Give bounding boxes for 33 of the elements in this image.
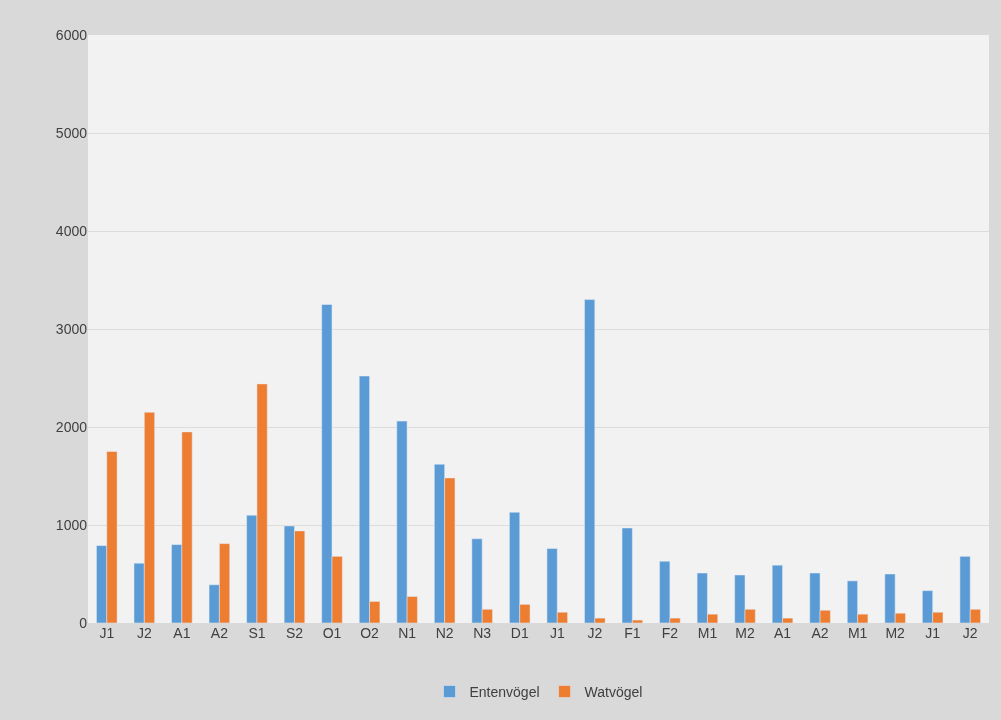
x-tick-label: A1 [173,625,191,641]
x-tick-label: M1 [847,625,868,641]
x-tick-label: O2 [360,625,380,641]
x-tick-label: J2 [136,625,152,641]
x-tick-label: A2 [811,625,829,641]
y-tick-label: 4000 [55,222,88,239]
x-tick-label: J1 [549,625,565,641]
y-tick-label: 3000 [55,320,88,337]
x-tick-label: F1 [624,625,641,641]
x-tick-label: M2 [885,625,906,641]
x-tick-label: J1 [925,625,941,641]
y-tick-label: 6000 [55,26,88,43]
x-tick-label: A2 [210,625,229,641]
x-tick-label: S1 [248,625,266,641]
x-tick-label: S2 [285,625,304,641]
legend-label: Watvögel [584,683,643,700]
x-tick-label: O1 [322,625,342,641]
x-tick-label: J2 [587,625,603,641]
legend-label: Entenvögel [469,683,540,700]
y-tick-label: 0 [79,614,88,631]
y-tick-label: 1000 [55,516,88,533]
x-tick-label: F2 [661,625,679,641]
x-tick-label: N3 [473,625,492,641]
x-tick-label: J1 [99,625,115,641]
x-tick-label: J2 [962,625,978,641]
y-tick-label: 2000 [55,418,88,435]
x-tick-label: M1 [697,625,718,641]
x-tick-label: D1 [510,625,529,641]
x-tick-label: N1 [398,625,417,641]
x-tick-label: A1 [773,625,792,641]
x-tick-label: N2 [435,625,454,641]
y-tick-label: 5000 [55,124,88,141]
x-tick-label: M2 [735,625,755,641]
